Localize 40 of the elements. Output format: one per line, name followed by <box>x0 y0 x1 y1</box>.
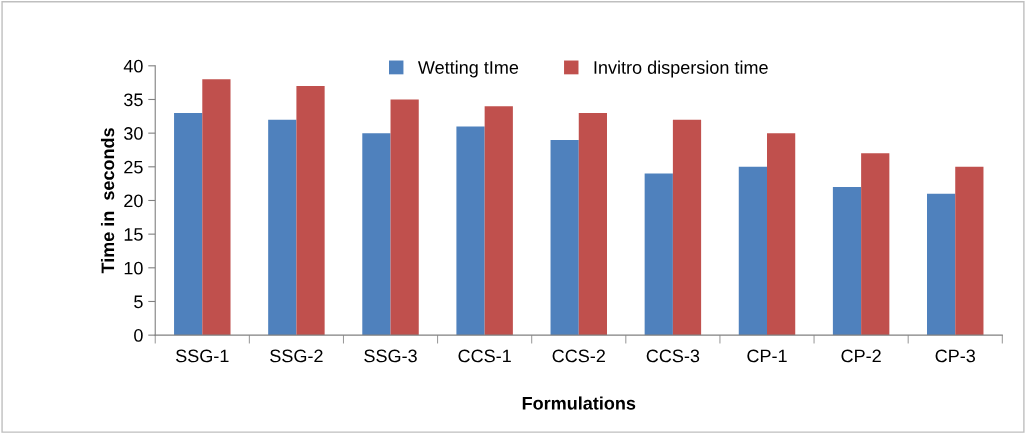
y-tick-label: 0 <box>134 329 143 342</box>
x-tick-label: CCS-1 <box>458 349 511 363</box>
bar <box>832 187 862 336</box>
x-tick-label: CCS-2 <box>552 349 605 363</box>
y-tick-label: 25 <box>124 160 143 174</box>
x-tick-label: CP-2 <box>841 349 881 363</box>
y-tick-label: 5 <box>134 295 143 309</box>
bar <box>738 166 767 336</box>
x-tick-label: SSG-3 <box>364 349 417 363</box>
bar <box>550 139 579 336</box>
x-tick-label: CP-3 <box>935 349 976 363</box>
bar <box>955 166 984 336</box>
bar <box>390 99 419 336</box>
y-tick-label: 15 <box>124 228 143 241</box>
bar <box>362 133 391 336</box>
bar <box>672 119 702 336</box>
y-tick-label: 35 <box>124 93 143 107</box>
y-tick-label: 20 <box>124 194 143 208</box>
y-axis-title: Time in seconds <box>100 128 115 274</box>
bar <box>644 173 673 336</box>
y-tick-label: 10 <box>124 261 143 275</box>
x-axis-title: Formulations <box>522 396 636 410</box>
bar <box>202 79 231 336</box>
bar <box>296 86 325 336</box>
x-tick-label: SSG-1 <box>176 349 229 363</box>
bar <box>268 119 297 336</box>
legend-label: Invitro dispersion time <box>594 60 768 78</box>
y-tick-label: 40 <box>123 59 143 73</box>
bar <box>927 193 956 336</box>
x-tick-label: SSG-2 <box>270 349 323 363</box>
x-tick-label: CCS-3 <box>646 349 700 363</box>
legend-label: Wetting tIme <box>417 60 519 78</box>
bar <box>861 153 890 336</box>
bar <box>578 112 607 336</box>
bar <box>456 126 485 336</box>
bar <box>174 112 203 336</box>
bar <box>767 133 796 336</box>
y-tick-label: 30 <box>124 127 143 140</box>
bar <box>484 106 513 336</box>
x-tick-label: CP-1 <box>747 349 787 363</box>
